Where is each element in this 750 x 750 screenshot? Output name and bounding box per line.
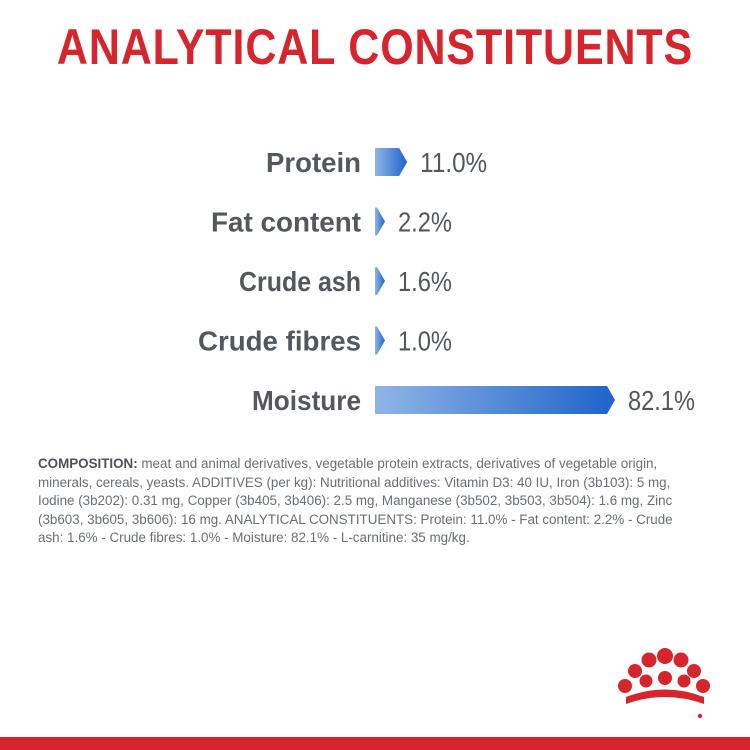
category-label: Moisture	[252, 385, 361, 416]
composition-body: meat and animal derivatives, vegetable p…	[38, 456, 673, 545]
composition-label: COMPOSITION:	[38, 456, 138, 471]
data-label: 11.0%	[420, 147, 487, 178]
category-label: Protein	[266, 147, 361, 178]
bar	[375, 148, 408, 176]
data-label: 1.0%	[398, 326, 452, 357]
bar	[375, 267, 385, 295]
bar	[375, 386, 615, 414]
page-title: ANALYTICAL CONSTITUENTS	[56, 19, 694, 75]
bottom-band	[0, 737, 750, 750]
constituents-chart: Protein 11.0% Fat content 2.2% Crude ash 1.6%…	[198, 147, 695, 416]
crown-icon	[618, 648, 710, 719]
category-label: Crude ash	[239, 266, 361, 297]
data-label: 2.2%	[398, 207, 452, 238]
data-label: 82.1%	[628, 385, 695, 416]
data-label: 1.6%	[398, 266, 452, 297]
category-label: Crude fibres	[198, 326, 361, 357]
bar	[375, 326, 385, 355]
composition-text: COMPOSITION: meat and animal derivatives…	[38, 455, 693, 548]
category-label: Fat content	[211, 207, 361, 238]
bar	[375, 207, 385, 236]
